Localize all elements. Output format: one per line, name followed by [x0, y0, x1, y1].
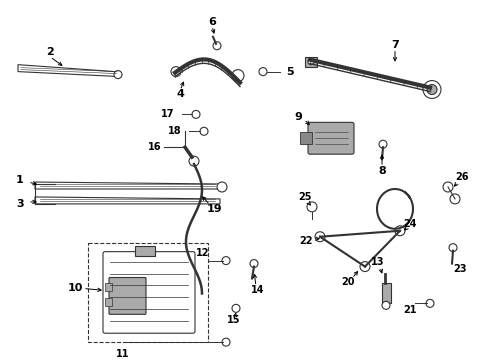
- Circle shape: [222, 338, 229, 346]
- Circle shape: [307, 59, 313, 65]
- Circle shape: [217, 182, 226, 192]
- Text: 4: 4: [176, 90, 183, 99]
- Circle shape: [192, 111, 200, 118]
- Circle shape: [222, 257, 229, 265]
- Polygon shape: [35, 197, 220, 204]
- Text: 26: 26: [454, 172, 468, 182]
- Circle shape: [378, 140, 386, 148]
- Bar: [135, 246, 155, 256]
- Circle shape: [200, 127, 207, 135]
- Text: 18: 18: [168, 126, 182, 136]
- Text: 25: 25: [298, 192, 311, 202]
- Polygon shape: [35, 182, 220, 189]
- Circle shape: [422, 81, 440, 99]
- Text: 15: 15: [227, 315, 240, 325]
- Bar: [88, 243, 207, 342]
- Text: 20: 20: [341, 278, 354, 288]
- Text: 13: 13: [370, 257, 384, 267]
- Text: 10: 10: [67, 283, 82, 293]
- Circle shape: [394, 226, 404, 236]
- Bar: [299, 132, 311, 144]
- Circle shape: [442, 182, 452, 192]
- Text: 2: 2: [46, 47, 54, 57]
- FancyBboxPatch shape: [103, 252, 195, 333]
- Text: 24: 24: [403, 219, 416, 229]
- Text: 21: 21: [403, 305, 416, 315]
- Text: 7: 7: [390, 40, 398, 50]
- Text: 5: 5: [285, 67, 293, 77]
- Text: 17: 17: [161, 109, 174, 120]
- Text: 12: 12: [196, 248, 209, 258]
- Text: 3: 3: [16, 199, 24, 209]
- Bar: [105, 283, 112, 292]
- Circle shape: [249, 260, 258, 267]
- Text: 8: 8: [377, 166, 385, 176]
- Polygon shape: [18, 65, 120, 77]
- Circle shape: [114, 71, 122, 78]
- Text: 23: 23: [452, 264, 466, 274]
- Text: 6: 6: [207, 17, 216, 27]
- Text: 11: 11: [116, 349, 129, 359]
- Text: 9: 9: [293, 112, 301, 122]
- Bar: [105, 298, 112, 306]
- Text: 16: 16: [148, 142, 162, 152]
- Circle shape: [425, 300, 433, 307]
- FancyBboxPatch shape: [109, 278, 146, 314]
- Circle shape: [359, 262, 369, 271]
- Circle shape: [306, 202, 316, 212]
- Circle shape: [448, 244, 456, 252]
- Circle shape: [314, 232, 325, 242]
- Text: 19: 19: [207, 204, 223, 214]
- Text: 14: 14: [251, 285, 264, 296]
- FancyBboxPatch shape: [307, 122, 353, 154]
- Circle shape: [449, 194, 459, 204]
- Circle shape: [189, 156, 199, 166]
- Circle shape: [171, 67, 181, 77]
- Bar: [305, 57, 316, 67]
- Text: 1: 1: [16, 175, 24, 185]
- Text: 22: 22: [299, 236, 312, 246]
- Circle shape: [231, 69, 244, 82]
- Circle shape: [259, 68, 266, 76]
- Circle shape: [231, 304, 240, 312]
- Bar: [381, 283, 390, 303]
- Circle shape: [213, 42, 221, 50]
- Circle shape: [381, 301, 389, 309]
- Circle shape: [426, 85, 436, 94]
